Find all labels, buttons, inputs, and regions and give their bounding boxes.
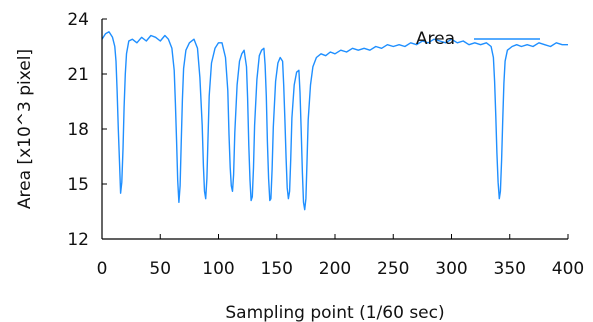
x-tick-label: 400 — [552, 259, 584, 279]
y-tick-label: 24 — [67, 10, 89, 30]
x-tick-label: 350 — [494, 259, 526, 279]
series-layer — [101, 31, 568, 211]
y-tick-label: 18 — [67, 120, 89, 140]
x-tick-label: 0 — [97, 259, 108, 279]
axes-layer: 0 50 100 150 200 250 300 350 400 12 15 18 21 24 — [67, 10, 584, 279]
series-line-area — [101, 31, 568, 211]
y-axis-title: Area [x10^3 pixel] — [15, 49, 35, 209]
x-tick-label: 100 — [202, 259, 234, 279]
legend: Area — [416, 29, 540, 49]
x-axis-title: Sampling point (1/60 sec) — [225, 303, 444, 322]
x-tick-label: 150 — [261, 259, 293, 279]
y-tick-label: 15 — [67, 175, 89, 195]
x-tick-label: 200 — [319, 259, 351, 279]
x-tick-label: 50 — [149, 259, 171, 279]
legend-label-area: Area — [416, 29, 455, 49]
y-tick-label: 12 — [67, 230, 89, 250]
x-tick-label: 300 — [435, 259, 467, 279]
x-tick-label: 250 — [377, 259, 409, 279]
y-tick-label: 21 — [67, 65, 89, 85]
